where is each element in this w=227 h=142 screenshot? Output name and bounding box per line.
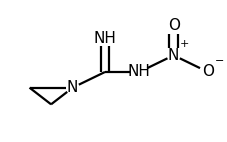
Text: +: + <box>179 39 188 49</box>
Text: NH: NH <box>127 64 150 80</box>
Text: −: − <box>214 56 223 66</box>
Text: O: O <box>167 18 179 33</box>
Text: NH: NH <box>93 31 116 46</box>
Text: O: O <box>201 64 213 80</box>
Text: N: N <box>167 48 179 63</box>
Text: N: N <box>67 80 78 95</box>
